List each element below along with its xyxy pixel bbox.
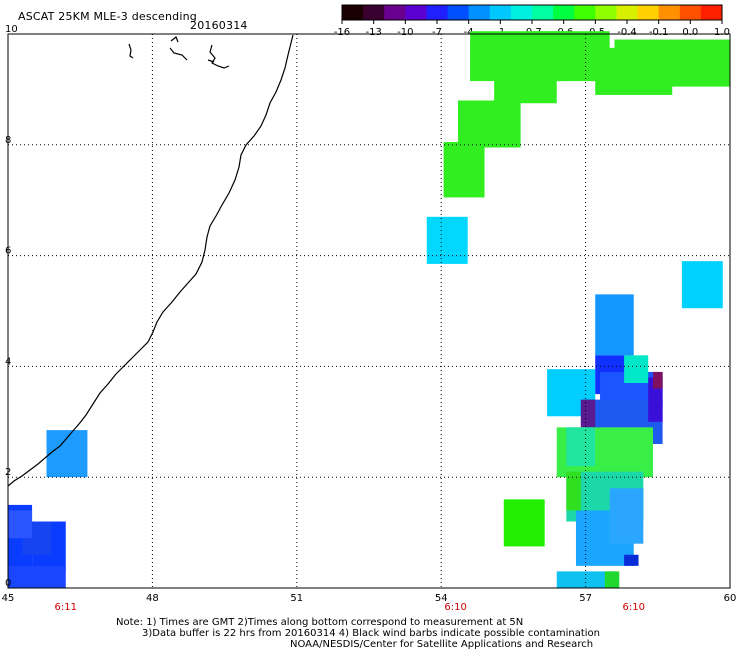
longitude-label: 60 [724,593,737,604]
data-cell [503,499,545,547]
colorbar-swatch [363,5,385,20]
data-cell [624,355,649,384]
data-cell [652,371,663,389]
colorbar-swatch [616,5,639,20]
colorbar-swatch [342,5,364,20]
colorbar-swatch [574,5,596,20]
colorbar-swatch [595,5,617,20]
data-cell [8,565,66,588]
longitude-label: 57 [579,593,592,604]
latitude-label: 4 [5,356,11,367]
colorbar-tick-label: 0.0 [682,27,698,38]
colorbar-swatch [405,5,427,20]
colorbar-swatch [532,5,554,20]
data-cells [8,31,730,588]
colorbar-swatch [426,5,449,20]
data-cell [443,142,485,198]
colorbar-swatch [679,5,702,20]
data-cell [580,399,596,428]
measurement-time-label: 6:10 [444,602,466,613]
colorbar-tick-label: -7 [432,27,442,38]
colorbar-tick-label: 1.0 [714,27,730,38]
longitude-label: 51 [290,593,303,604]
colorbar-swatch [658,5,681,20]
longitude-label: 45 [2,593,15,604]
colorbar-swatch [637,5,660,20]
colorbar-swatch [447,5,470,20]
data-cell [624,554,639,566]
latitude-label: 6 [5,246,11,257]
data-cell [595,294,634,356]
longitude-label: 54 [435,593,448,604]
note-line-1: Note: 1) Times are GMT 2)Times along bot… [116,617,523,628]
latitude-label: 2 [5,467,11,478]
colorbar-tick-label: -0.4 [617,27,637,38]
coastline [7,34,294,487]
colorbar-tick-label: -10 [397,27,413,38]
data-cell [566,427,596,467]
note-line-2: 3)Data buffer is 22 hrs from 20160314 4)… [142,628,600,639]
colorbar-swatch [489,5,512,20]
data-cell [494,75,557,104]
data-cell [609,488,644,544]
colorbar-tick-label: -16 [334,27,350,38]
colorbar-swatches [342,5,723,20]
product-date: 20160314 [190,19,248,32]
colorbar-swatch [553,5,575,20]
latitude-label: 8 [5,135,11,146]
colorbar-tick-label: -13 [365,27,381,38]
data-cell [556,571,615,588]
colorbar-swatch [468,5,491,20]
time-labels: 6:11 6:10 6:10 [55,602,645,613]
islands [128,36,230,69]
data-cell [681,261,723,309]
data-cell [458,100,521,148]
longitude-labels: 45 48 51 54 57 60 [2,593,737,604]
latitude-label: 10 [5,24,18,35]
note-line-3: NOAA/NESDIS/Center for Satellite Applica… [290,639,593,650]
colorbar-swatch [510,5,533,20]
data-cell [566,471,581,511]
map-plot-area [7,31,731,589]
latitude-label: 0 [5,578,11,589]
data-cell [8,510,33,539]
colorbar-swatch [700,5,723,20]
data-cell [614,39,730,87]
colorbar-tick-label: -4 [464,27,474,38]
longitude-label: 48 [146,593,159,604]
data-cell [426,216,468,264]
colorbar-tick-label: -0.1 [649,27,669,38]
measurement-time-label: 6:11 [55,602,77,613]
product-title: ASCAT 25KM MLE-3 descending [18,10,197,23]
colorbar-swatch [384,5,406,20]
latitude-labels: 0 2 4 6 8 10 [5,24,18,589]
map-frame [7,33,731,589]
measurement-time-label: 6:10 [622,602,644,613]
data-cell [604,571,620,588]
